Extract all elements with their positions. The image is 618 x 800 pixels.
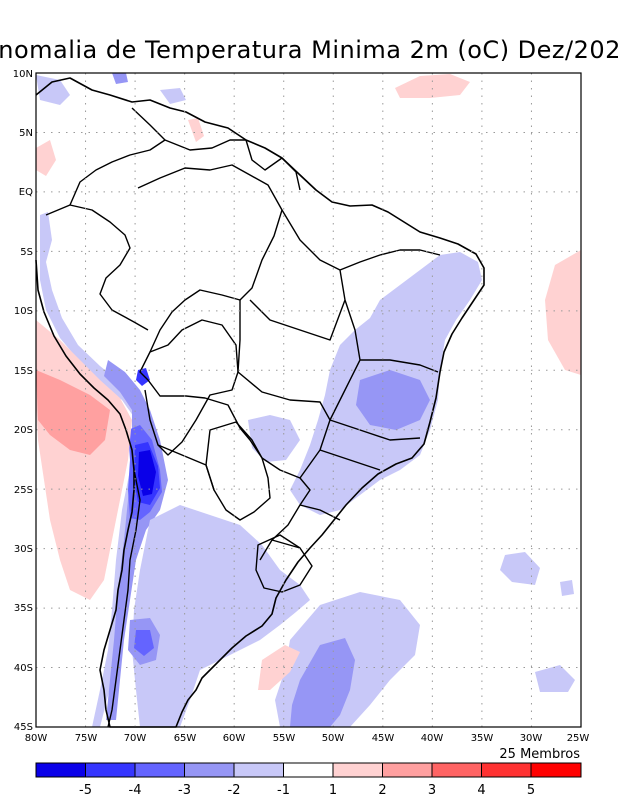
anomaly-andes-extreme	[138, 450, 156, 496]
lon-label-45w: 45W	[372, 733, 395, 744]
lat-label-45s: 45S	[14, 722, 33, 733]
lon-label-80w: 80W	[25, 733, 48, 744]
colorbar-tick-6: 1	[329, 783, 337, 798]
lat-label-20s: 20S	[14, 425, 33, 436]
colorbar-tick-5: -1	[277, 783, 290, 798]
anomaly-north-patch-3	[160, 88, 186, 104]
colorbar-swatch-5	[233, 762, 284, 778]
bolivia-border	[144, 319, 239, 456]
guianas-border	[245, 139, 317, 191]
lat-label-5n: 5N	[19, 128, 33, 139]
lon-label-50w: 50W	[322, 733, 345, 744]
map-frame	[35, 72, 582, 728]
latitude-axis: 10N 5N EQ 5S 10S 15S 20S 25S 30S 35S 40S…	[13, 69, 33, 733]
colorbar-swatch-4	[184, 762, 235, 778]
brazil-border	[137, 164, 311, 561]
lat-label-35s: 35S	[14, 603, 33, 614]
ensemble-members-label: 25 Membros	[499, 747, 580, 762]
anomaly-atlantic-patch-small	[560, 580, 574, 596]
lon-label-25w: 25W	[567, 733, 590, 744]
brazil-states	[237, 209, 441, 549]
colorbar-tick-8: 3	[428, 783, 436, 798]
anomaly-argentina-warm	[258, 645, 300, 690]
map-plot-area	[35, 72, 582, 728]
lon-label-30w: 30W	[520, 733, 543, 744]
anomaly-pacific-warm-core	[36, 370, 110, 455]
lon-label-60w: 60W	[223, 733, 246, 744]
anomaly-eastern-brazil-core	[356, 370, 430, 430]
lat-label-10n: 10N	[13, 69, 33, 80]
colorbar-swatch-2	[85, 762, 136, 778]
anomaly-central-brazil	[248, 415, 300, 462]
anomaly-east-atlantic-warm	[545, 250, 581, 375]
colorbar-tick-10: 5	[527, 783, 535, 798]
lat-label-eq: EQ	[19, 187, 33, 198]
lat-lon-grid	[36, 73, 581, 727]
anomaly-altiplano-spot	[136, 368, 150, 386]
colorbar-swatch-6	[283, 762, 334, 778]
lon-label-35w: 35W	[471, 733, 494, 744]
anomaly-patagonia-strong	[134, 630, 154, 656]
lon-label-40w: 40W	[421, 733, 444, 744]
lat-label-10s: 10S	[14, 306, 33, 317]
anomaly-venezuela-warm	[188, 118, 204, 142]
colorbar-tick-1: -5	[79, 783, 92, 798]
map-title: Anomalia de Temperatura Minima 2m (oC) D…	[0, 36, 618, 64]
colorbar-swatch-10	[481, 762, 532, 778]
anomaly-north-pacific-warm	[36, 140, 56, 176]
lon-label-70w: 70W	[124, 733, 147, 744]
venezuela-border	[164, 139, 246, 151]
colorbar-tick-2: -4	[129, 783, 142, 798]
lat-label-30s: 30S	[14, 544, 33, 555]
lat-label-15s: 15S	[14, 366, 33, 377]
peru-border	[45, 204, 149, 331]
colorbar-swatch-8	[382, 762, 433, 778]
lat-label-5s: 5S	[20, 247, 33, 258]
argentina-north-border	[157, 444, 215, 491]
colorbar-swatch-9	[431, 762, 482, 778]
colorbar-tick-9: 4	[477, 783, 485, 798]
anomaly-atlantic-patch-east	[500, 552, 540, 585]
anomaly-southern-cone	[132, 505, 310, 727]
uruguay-border	[255, 534, 313, 593]
colorbar-swatch-7	[332, 762, 383, 778]
anomaly-north-patch-2	[112, 73, 128, 84]
longitude-axis: 80W 75W 70W 65W 60W 55W 50W 45W 40W 35W …	[25, 733, 590, 744]
negative-anomaly-layer	[36, 73, 575, 727]
colorbar: -5 -4 -3 -2 -1 1 2 3 4 5	[35, 762, 582, 798]
lat-label-25s: 25S	[14, 485, 33, 496]
lon-label-65w: 65W	[174, 733, 197, 744]
positive-anomaly-layer	[36, 74, 581, 690]
anomaly-north-patch-1	[36, 75, 70, 105]
chile-argentina-border	[107, 469, 141, 728]
colorbar-swatch-3	[134, 762, 185, 778]
lon-label-55w: 55W	[273, 733, 296, 744]
anomaly-caribbean-warm	[395, 74, 470, 98]
lon-label-75w: 75W	[75, 733, 98, 744]
colorbar-tick-4: -2	[228, 783, 241, 798]
colorbar-swatch-11	[530, 762, 582, 778]
lat-label-40s: 40S	[14, 663, 33, 674]
colorbar-tick-3: -3	[178, 783, 191, 798]
anomaly-atlantic-patch-far-east	[535, 665, 575, 692]
colorbar-tick-7: 2	[378, 783, 386, 798]
anomaly-south-atlantic-core	[290, 638, 355, 727]
colorbar-swatch-1	[35, 762, 86, 778]
